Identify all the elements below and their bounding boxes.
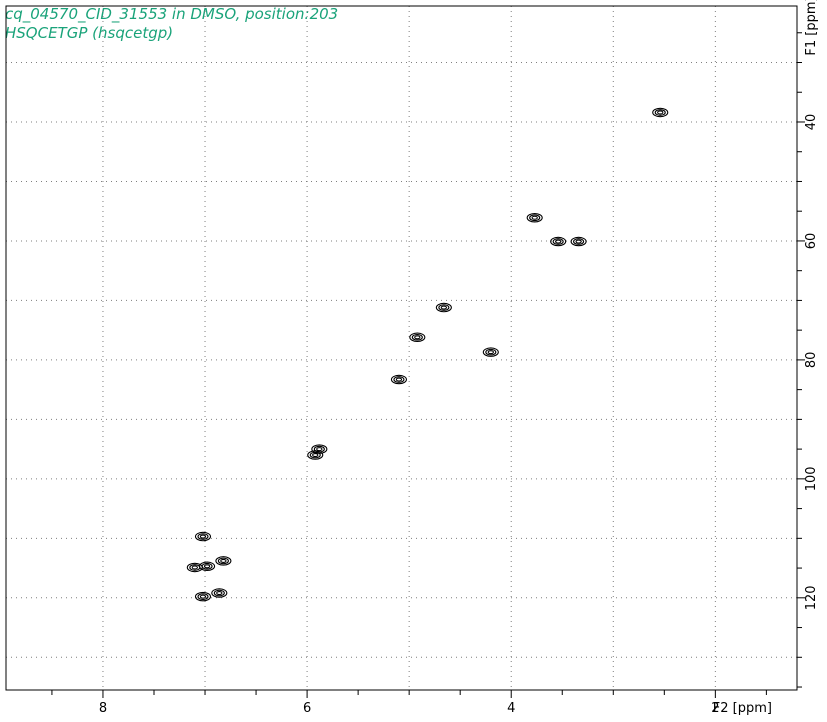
peak-contour <box>213 589 225 597</box>
peak <box>390 374 407 385</box>
peak <box>482 347 499 357</box>
peak-contour <box>216 591 223 596</box>
peak-contour <box>197 533 209 540</box>
y-tick-label: 60 <box>804 233 819 250</box>
peak-contour <box>203 564 211 569</box>
peak <box>526 212 543 223</box>
peak-contour <box>194 531 212 542</box>
peak-contour <box>657 110 664 115</box>
y-tick-label: 100 <box>804 466 819 491</box>
peak-contour <box>211 588 228 598</box>
peak-contour <box>552 238 564 245</box>
peak-contour <box>194 591 212 602</box>
peak-contour <box>395 377 403 382</box>
peak <box>409 332 426 343</box>
plot-border <box>5 5 798 691</box>
y-tick-label: 80 <box>804 352 819 369</box>
peak-contour <box>550 236 567 247</box>
chart-subtitle: HSQCETGP (hsqcetgp) <box>5 24 174 42</box>
peak <box>307 450 324 460</box>
peak <box>652 107 669 118</box>
y-tick-label: 40 <box>804 114 819 131</box>
peak-contour <box>312 453 319 458</box>
peak-contour <box>201 562 213 570</box>
peak <box>194 531 212 542</box>
peak <box>186 562 203 573</box>
peak-contour <box>487 350 494 355</box>
peak-contour <box>485 348 497 356</box>
peak-contour <box>654 109 666 116</box>
peak <box>199 561 216 572</box>
peak-contour <box>575 239 582 244</box>
y-tick-label: 120 <box>804 585 819 610</box>
peak <box>570 236 587 247</box>
peak-contour <box>573 238 585 245</box>
peak-layer <box>186 107 669 602</box>
peak-contour <box>316 447 323 452</box>
peak-contour <box>531 215 538 220</box>
grid-lines <box>6 6 797 690</box>
peak <box>435 302 452 313</box>
peak-contour <box>390 374 407 385</box>
peak-contour <box>215 556 232 566</box>
peak-contour <box>409 332 426 343</box>
peak-contour <box>438 304 450 311</box>
peak-contour <box>199 561 216 572</box>
x-tick-label: 2 <box>711 701 719 716</box>
peak-contour <box>570 236 587 247</box>
chart-title: cq_04570_CID_31553 in DMSO, position:203 <box>5 5 339 23</box>
peak-contour <box>529 214 541 222</box>
peak-contour <box>217 557 229 565</box>
peak-contour <box>414 335 421 340</box>
peak <box>211 588 228 598</box>
peak <box>194 591 212 602</box>
x-tick-label: 6 <box>303 701 311 716</box>
peak-contour <box>435 302 452 313</box>
peak-contour <box>482 347 499 357</box>
x-tick-label: 8 <box>99 701 107 716</box>
peak-contour <box>199 534 207 539</box>
plot-frame <box>5 5 798 691</box>
peak <box>550 236 567 247</box>
y-axis-label: F1 [ppm] <box>804 0 819 56</box>
peak <box>215 556 232 566</box>
peak-contour <box>309 451 321 459</box>
peak-contour <box>526 212 543 223</box>
y-axis: 40 60 80 100 120 <box>797 32 819 688</box>
peak-contour <box>197 593 209 600</box>
peak-contour <box>393 376 405 383</box>
peak-contour <box>199 594 207 599</box>
peak-contour <box>440 305 448 310</box>
x-axis-label: F2 [ppm] <box>713 701 772 716</box>
peak-contour <box>411 333 423 341</box>
x-tick-label: 4 <box>507 701 515 716</box>
peak-contour <box>555 239 562 244</box>
x-axis: 8 6 4 2 <box>51 690 767 716</box>
peak-contour <box>191 565 198 570</box>
peak-contour <box>307 450 324 460</box>
peak-contour <box>220 558 227 563</box>
peak-contour <box>652 107 669 118</box>
